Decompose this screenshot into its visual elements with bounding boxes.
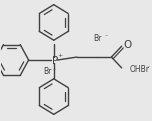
Text: Br: Br [93, 34, 102, 43]
Text: O: O [123, 40, 131, 50]
Text: ⁻: ⁻ [104, 36, 107, 41]
Text: ⁻: ⁻ [146, 66, 149, 71]
Text: ⁻: ⁻ [53, 69, 56, 74]
Text: +: + [58, 53, 63, 58]
Text: OHBr: OHBr [129, 65, 149, 74]
Text: Br: Br [43, 67, 51, 76]
Text: P: P [52, 56, 58, 66]
